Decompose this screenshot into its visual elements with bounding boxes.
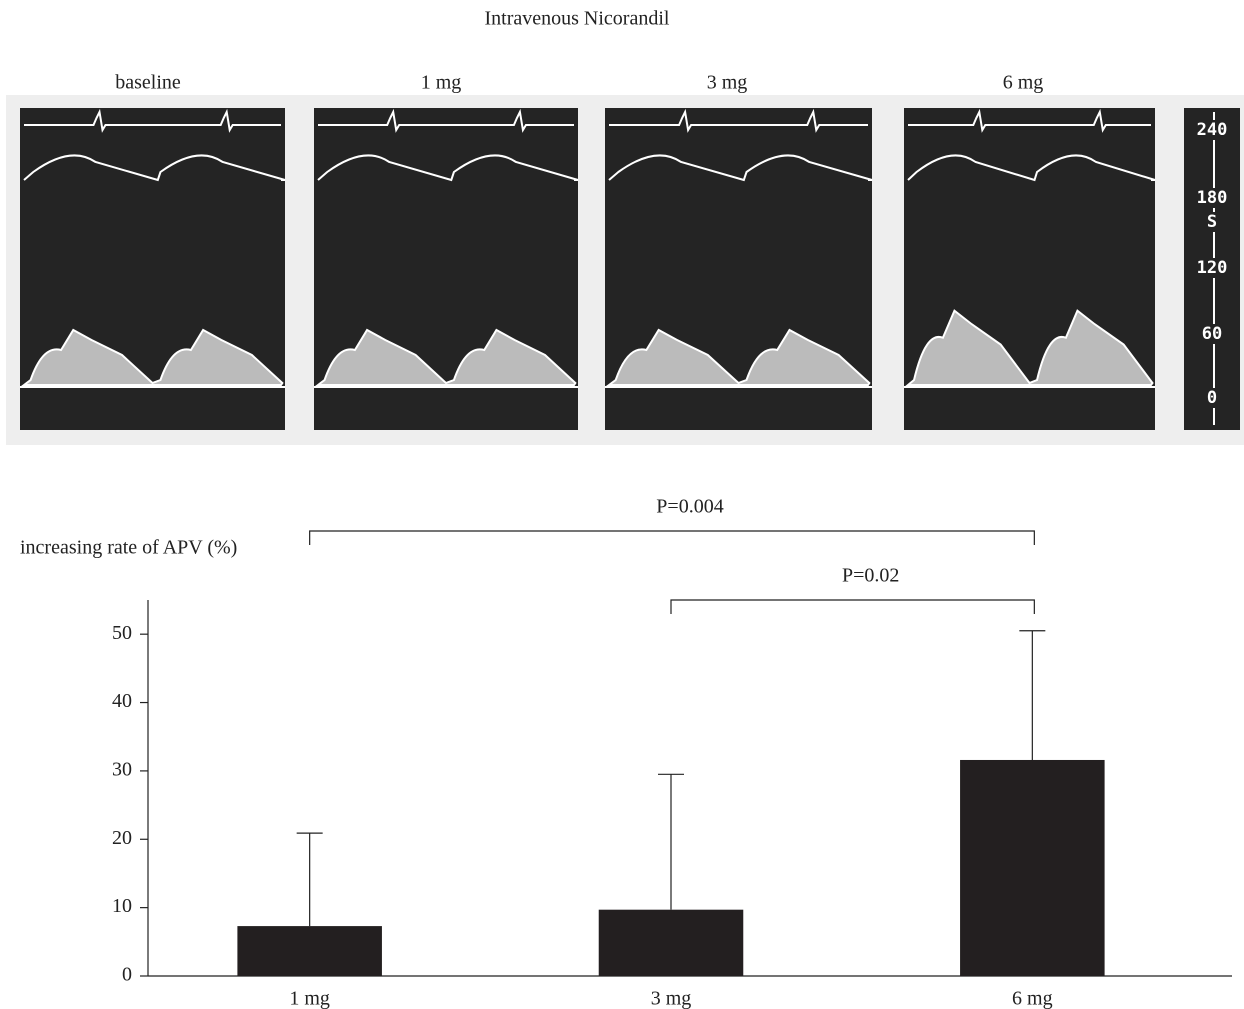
scale-label-bg: [1190, 388, 1234, 408]
flow-envelope: [905, 309, 1154, 386]
pressure-trace: [317, 154, 579, 182]
scale-label-bg: [1190, 120, 1234, 140]
ecg-trace: [318, 108, 574, 133]
scale-label-bg: [1190, 324, 1234, 344]
y-tick-label: 20: [112, 827, 132, 849]
significance-bracket: [670, 599, 1035, 614]
pressure-trace: [23, 154, 286, 182]
scale-label: 180: [1197, 188, 1228, 208]
ecg-trace: [908, 108, 1151, 133]
ecg-trace: [609, 108, 868, 133]
y-tick-label: 10: [112, 895, 132, 917]
significance-label: P=0.02: [842, 565, 899, 587]
panel-label: 1 mg: [421, 72, 462, 94]
x-tick-label: 6 mg: [1012, 988, 1053, 1009]
scale-label: 60: [1202, 324, 1222, 344]
flow-envelope: [605, 328, 871, 386]
bar: [598, 909, 744, 976]
y-tick-label: 30: [112, 759, 132, 781]
scale-label: 0: [1207, 388, 1217, 408]
flow-envelope: [315, 328, 577, 386]
scale-label-bg: [1190, 188, 1234, 208]
ecg-trace: [24, 108, 281, 133]
flow-envelope: [21, 328, 284, 386]
panel-label: 3 mg: [707, 72, 748, 94]
panel-label: baseline: [115, 72, 181, 94]
x-tick-label: 1 mg: [289, 988, 330, 1009]
significance-label: P=0.004: [656, 496, 723, 518]
scale-label-bg: [1190, 258, 1234, 278]
y-axis-label: increasing rate of APV (%): [20, 537, 237, 559]
scale-label: 120: [1197, 258, 1228, 278]
bar: [237, 926, 382, 976]
bar: [960, 759, 1105, 976]
scale-label-bg: [1190, 212, 1234, 232]
pressure-trace: [608, 154, 873, 182]
y-tick-label: 0: [122, 964, 132, 986]
significance-bracket: [309, 530, 1035, 545]
pressure-trace: [907, 154, 1156, 182]
scale-label: S: [1207, 212, 1217, 232]
scale-label: 240: [1197, 120, 1228, 140]
x-tick-label: 3 mg: [651, 988, 692, 1009]
image-title: Intravenous Nicorandil: [485, 8, 670, 30]
y-tick-label: 40: [112, 690, 132, 712]
y-tick-label: 50: [112, 622, 132, 644]
panel-label: 6 mg: [1003, 72, 1044, 94]
